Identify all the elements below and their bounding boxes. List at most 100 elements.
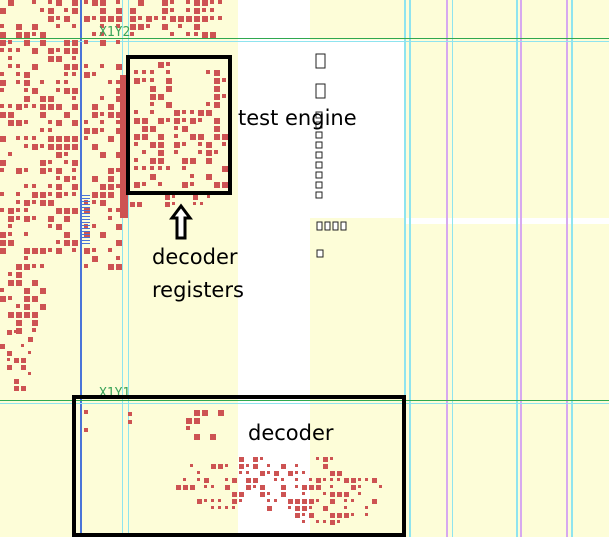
placed-cell — [48, 168, 52, 172]
placed-cell — [32, 48, 38, 54]
placed-cell — [194, 32, 198, 36]
placed-cell — [116, 264, 122, 270]
placed-cell — [7, 330, 12, 335]
placed-cell — [182, 142, 186, 146]
placed-cell — [186, 32, 190, 36]
placed-cell — [158, 134, 164, 140]
placed-cell — [16, 32, 22, 38]
placed-cell — [64, 48, 70, 54]
placed-cell — [72, 96, 76, 100]
placed-cell — [16, 24, 22, 30]
placed-cell — [8, 216, 14, 222]
placed-cell — [56, 80, 60, 84]
placed-cell — [32, 88, 38, 94]
placed-cell — [28, 351, 31, 354]
placed-cell — [150, 110, 154, 114]
placed-cell — [288, 499, 293, 504]
placed-cell — [128, 412, 132, 416]
placed-cell — [56, 240, 60, 244]
decoder-registers-label-line1: decoder — [152, 245, 238, 269]
placed-cell — [351, 499, 354, 502]
placed-cell — [16, 104, 22, 110]
placed-cell — [166, 102, 172, 108]
placed-cell — [92, 200, 96, 204]
placed-cell — [32, 24, 38, 30]
placed-cell — [214, 102, 220, 108]
placed-cell — [48, 184, 52, 188]
placed-cell — [210, 434, 216, 440]
placed-cell — [211, 464, 216, 469]
placed-cell — [84, 248, 90, 254]
placed-cell — [64, 88, 70, 94]
placed-cell — [365, 506, 368, 509]
placed-cell — [8, 104, 12, 108]
placed-cell — [7, 351, 12, 356]
placed-cell — [158, 94, 164, 100]
placed-cell — [14, 330, 17, 333]
placed-cell — [214, 78, 220, 84]
placed-cell — [56, 104, 62, 110]
placed-cell — [40, 144, 44, 148]
placed-cell — [0, 208, 4, 212]
placed-cell — [302, 520, 305, 523]
placed-cell — [197, 478, 200, 481]
placed-cell — [64, 208, 70, 214]
placed-cell — [72, 0, 78, 6]
placed-cell — [24, 288, 30, 294]
placed-cell — [206, 150, 212, 156]
placed-cell — [40, 288, 46, 294]
placed-cell — [16, 200, 20, 204]
placed-cell — [198, 134, 204, 140]
placed-cell — [116, 0, 120, 4]
placed-cell — [64, 16, 70, 22]
placed-cell — [48, 128, 52, 132]
placed-cell — [32, 296, 38, 302]
placed-cell — [281, 464, 286, 469]
placed-cell — [323, 478, 326, 481]
placed-cell — [158, 118, 164, 124]
placed-cell — [210, 0, 214, 4]
placed-cell — [72, 208, 78, 214]
io-column-blank — [310, 40, 405, 218]
placed-cell — [8, 280, 14, 286]
placed-cell — [166, 86, 172, 92]
placed-cell — [253, 485, 256, 488]
placed-cell — [351, 485, 356, 490]
placed-cell — [182, 126, 188, 132]
placed-cell — [40, 8, 44, 12]
placed-cell — [186, 16, 192, 22]
placed-cell — [0, 232, 6, 238]
placed-cell — [218, 0, 222, 4]
placed-cell — [16, 64, 20, 68]
placed-cell — [64, 40, 70, 46]
placed-cell — [108, 184, 114, 190]
placed-cell — [64, 232, 70, 238]
placed-cell — [260, 492, 265, 497]
placed-cell — [72, 88, 78, 94]
placed-cell — [166, 70, 170, 74]
placed-cell — [218, 499, 221, 502]
placed-cell — [190, 464, 193, 467]
placed-cell — [92, 16, 96, 20]
placed-cell — [16, 320, 22, 326]
placed-cell — [24, 144, 28, 148]
placed-cell — [72, 168, 76, 172]
placed-cell — [116, 224, 122, 230]
placed-cell — [186, 0, 190, 4]
placed-cell — [56, 24, 60, 28]
placed-cell — [260, 471, 265, 476]
placed-cell — [56, 176, 60, 180]
placed-cell — [72, 40, 78, 46]
placed-cell — [84, 40, 88, 44]
placed-cell — [154, 16, 158, 20]
placed-cell — [302, 471, 305, 474]
placed-cell — [48, 192, 52, 196]
placed-cell — [193, 195, 198, 200]
placed-cell — [330, 471, 335, 476]
placed-cell — [267, 506, 272, 511]
placed-cell — [288, 506, 291, 509]
placed-cell — [100, 24, 104, 28]
placed-cell — [295, 506, 300, 511]
